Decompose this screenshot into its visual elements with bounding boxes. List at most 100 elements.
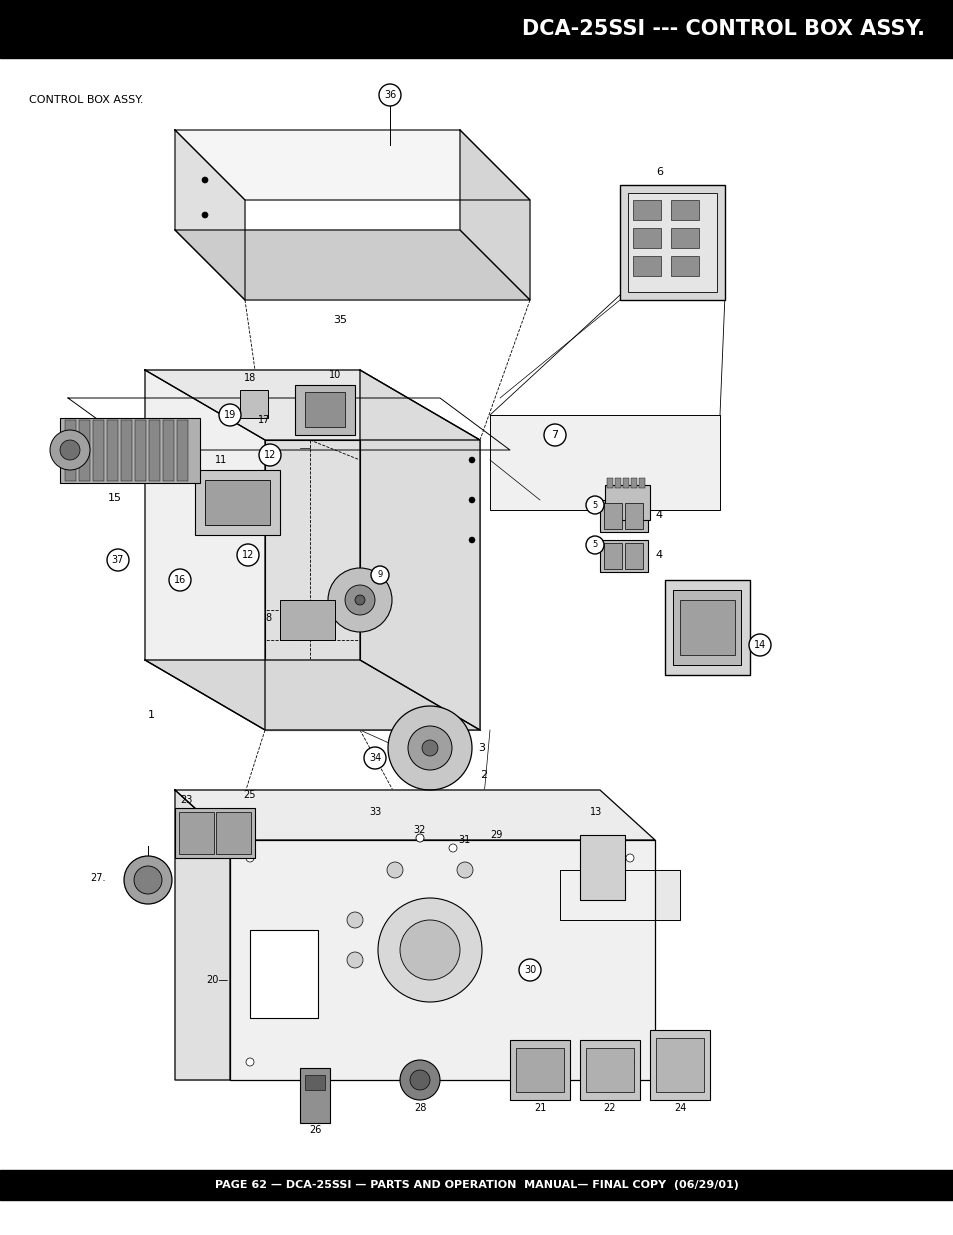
- Text: DCA-25SSI --- CONTROL BOX ASSY.: DCA-25SSI --- CONTROL BOX ASSY.: [522, 19, 924, 40]
- Polygon shape: [174, 130, 530, 200]
- Ellipse shape: [345, 585, 375, 615]
- Bar: [280, 600, 335, 640]
- Bar: [305, 391, 345, 427]
- Bar: [60, 417, 200, 483]
- Bar: [579, 835, 624, 900]
- Ellipse shape: [328, 568, 392, 632]
- Polygon shape: [230, 840, 655, 1079]
- Bar: [622, 478, 628, 488]
- Bar: [163, 420, 173, 480]
- Text: 26: 26: [309, 1125, 321, 1135]
- Bar: [510, 1040, 569, 1100]
- Bar: [604, 485, 649, 520]
- Text: 19: 19: [224, 410, 236, 420]
- Ellipse shape: [258, 445, 281, 466]
- Ellipse shape: [246, 853, 253, 862]
- Bar: [633, 228, 660, 248]
- Bar: [107, 420, 118, 480]
- Bar: [359, 440, 479, 730]
- Ellipse shape: [585, 536, 603, 555]
- Text: 27.: 27.: [90, 873, 106, 883]
- Text: 34: 34: [369, 753, 381, 763]
- Ellipse shape: [378, 84, 400, 106]
- Ellipse shape: [169, 569, 191, 592]
- Ellipse shape: [469, 537, 475, 543]
- Text: 14: 14: [753, 640, 765, 650]
- Bar: [305, 1074, 325, 1091]
- Text: 20—: 20—: [206, 974, 228, 986]
- Text: 4: 4: [655, 510, 661, 520]
- Bar: [177, 420, 188, 480]
- Polygon shape: [265, 440, 359, 730]
- Text: 33: 33: [369, 806, 381, 818]
- Text: 11: 11: [214, 454, 227, 466]
- Text: 5: 5: [592, 500, 597, 510]
- Bar: [670, 228, 699, 248]
- Polygon shape: [174, 790, 230, 1079]
- Text: 25: 25: [244, 790, 256, 800]
- Ellipse shape: [518, 960, 540, 981]
- Bar: [174, 808, 254, 858]
- Polygon shape: [459, 130, 530, 300]
- Text: 10: 10: [329, 370, 341, 380]
- Ellipse shape: [388, 706, 472, 790]
- Bar: [215, 811, 251, 853]
- Text: 13: 13: [589, 806, 601, 818]
- Bar: [670, 256, 699, 275]
- Bar: [649, 1030, 709, 1100]
- Ellipse shape: [246, 1058, 253, 1066]
- Bar: [579, 1040, 639, 1100]
- Ellipse shape: [133, 866, 162, 894]
- Text: 9: 9: [377, 571, 382, 579]
- Text: 23: 23: [180, 795, 193, 805]
- Bar: [633, 256, 660, 275]
- Bar: [639, 478, 644, 488]
- Bar: [656, 1037, 703, 1092]
- Polygon shape: [559, 869, 679, 920]
- Ellipse shape: [625, 853, 634, 862]
- Ellipse shape: [416, 834, 423, 842]
- Polygon shape: [359, 370, 479, 730]
- Text: CONTROL BOX ASSY.: CONTROL BOX ASSY.: [29, 95, 143, 105]
- Polygon shape: [174, 790, 655, 840]
- Polygon shape: [490, 415, 720, 510]
- Bar: [0, 0, 953, 58]
- Bar: [240, 390, 268, 417]
- Bar: [79, 420, 90, 480]
- Polygon shape: [145, 370, 265, 730]
- Bar: [624, 503, 642, 529]
- Ellipse shape: [124, 856, 172, 904]
- Ellipse shape: [107, 550, 129, 571]
- Polygon shape: [145, 659, 479, 730]
- Bar: [92, 420, 104, 480]
- Text: 3: 3: [477, 743, 484, 753]
- Ellipse shape: [585, 496, 603, 514]
- Text: 12: 12: [241, 550, 253, 559]
- Ellipse shape: [469, 496, 475, 503]
- Ellipse shape: [399, 920, 459, 981]
- Ellipse shape: [60, 440, 80, 459]
- Text: 21: 21: [534, 1103, 546, 1113]
- Bar: [664, 580, 749, 676]
- Ellipse shape: [421, 740, 437, 756]
- Ellipse shape: [408, 726, 452, 769]
- Bar: [205, 480, 270, 525]
- Bar: [250, 930, 317, 1018]
- Ellipse shape: [543, 424, 565, 446]
- Text: 1: 1: [148, 710, 154, 720]
- Ellipse shape: [236, 543, 258, 566]
- Ellipse shape: [625, 1058, 634, 1066]
- Bar: [603, 503, 621, 529]
- Bar: [670, 200, 699, 220]
- Text: 32: 32: [414, 825, 426, 835]
- Text: 2: 2: [479, 769, 487, 781]
- Ellipse shape: [364, 747, 386, 769]
- Bar: [516, 1049, 563, 1092]
- Bar: [599, 540, 647, 572]
- Bar: [679, 600, 734, 655]
- Text: 6: 6: [656, 167, 662, 177]
- Text: PAGE 62 — DCA-25SSI — PARTS AND OPERATION  MANUAL— FINAL COPY  (06/29/01): PAGE 62 — DCA-25SSI — PARTS AND OPERATIO…: [214, 1179, 739, 1191]
- Bar: [179, 811, 213, 853]
- Text: 29: 29: [490, 830, 502, 840]
- Ellipse shape: [399, 1060, 439, 1100]
